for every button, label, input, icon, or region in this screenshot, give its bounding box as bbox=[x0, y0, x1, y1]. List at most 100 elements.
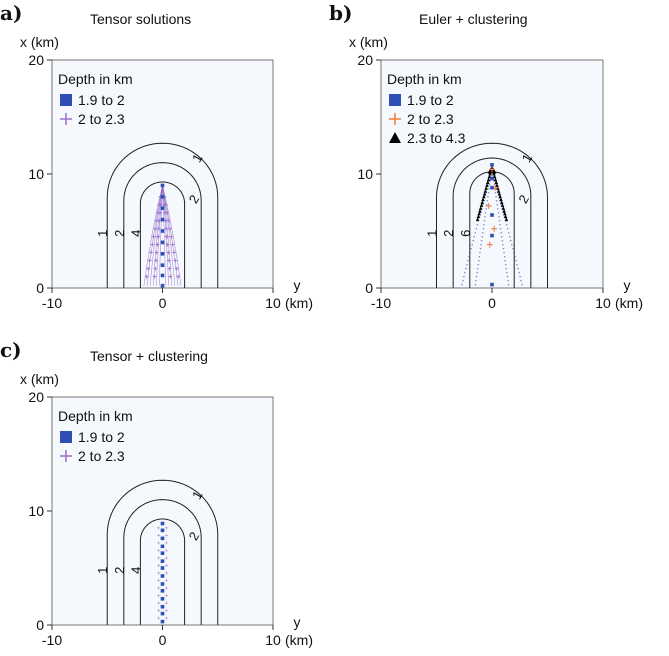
y-axis-label-bottom: (km) bbox=[615, 295, 643, 311]
cluster-dot bbox=[480, 239, 483, 242]
y-tick-label: 0 bbox=[36, 617, 44, 633]
black-triangle-marker bbox=[494, 180, 499, 185]
purple-plus-marker bbox=[156, 234, 161, 239]
contour-outer bbox=[436, 142, 548, 288]
blue-square-marker bbox=[160, 195, 165, 199]
black-triangle-marker bbox=[480, 200, 485, 204]
purple-plus-marker bbox=[164, 563, 168, 567]
black-triangle-marker bbox=[482, 194, 486, 199]
y-tick-label: 20 bbox=[28, 389, 44, 405]
purple-plus-marker bbox=[157, 563, 161, 567]
x-tick-label: -10 bbox=[42, 632, 62, 648]
blue-square-marker bbox=[160, 566, 165, 570]
purple-plus-marker bbox=[146, 266, 151, 271]
cluster-dot bbox=[506, 227, 509, 230]
cluster-dot bbox=[520, 279, 522, 282]
contour-label: 4 bbox=[128, 567, 143, 574]
legend-plus-icon bbox=[389, 113, 401, 125]
blue-square-marker bbox=[160, 596, 165, 601]
black-triangle-marker bbox=[503, 214, 508, 219]
black-triangle-marker bbox=[481, 197, 485, 202]
purple-plus-marker bbox=[156, 226, 161, 231]
blue-square-marker bbox=[160, 183, 165, 188]
cluster-dot bbox=[484, 215, 486, 218]
panel-letter: a) bbox=[0, 1, 22, 25]
cluster-dot bbox=[475, 227, 478, 230]
cluster-dot bbox=[472, 239, 475, 242]
black-triangle-marker bbox=[477, 211, 481, 216]
cluster-dot bbox=[493, 184, 496, 186]
legend-title: Depth in km bbox=[58, 71, 133, 87]
black-triangle-marker bbox=[482, 191, 487, 196]
panel-title: Tensor + clustering bbox=[90, 348, 208, 364]
cluster-dot bbox=[468, 255, 470, 258]
cluster-dot bbox=[508, 235, 511, 238]
blue-square-marker bbox=[160, 574, 165, 578]
cluster-dot bbox=[498, 215, 500, 218]
black-triangle-marker bbox=[479, 203, 484, 207]
x-tick-label: 10 bbox=[595, 295, 611, 311]
cluster-dot bbox=[499, 227, 502, 230]
cluster-dot bbox=[509, 239, 512, 242]
cluster-dot bbox=[496, 203, 499, 206]
cluster-dot bbox=[498, 219, 501, 222]
cluster-dot bbox=[500, 235, 503, 238]
purple-plus-marker bbox=[164, 616, 168, 620]
purple-plus-marker bbox=[157, 601, 161, 605]
contour-middle bbox=[452, 157, 532, 288]
black-triangle-marker bbox=[497, 191, 502, 196]
purple-plus-marker bbox=[176, 274, 181, 279]
cluster-dot bbox=[505, 223, 508, 226]
cluster-dot bbox=[506, 275, 509, 278]
contour-middle bbox=[123, 499, 202, 625]
y-tick-label: 0 bbox=[36, 280, 44, 296]
black-triangle-marker bbox=[499, 200, 504, 204]
cluster-dot bbox=[482, 227, 485, 230]
blue-square-marker bbox=[490, 282, 494, 287]
x-tick-label: -10 bbox=[371, 295, 391, 311]
cluster-dot bbox=[506, 271, 508, 274]
cluster-dot bbox=[462, 279, 464, 282]
purple-plus-marker bbox=[164, 533, 168, 537]
purple-plus-marker bbox=[154, 258, 159, 263]
cluster-dot bbox=[517, 267, 519, 270]
legend-label: 2 to 2.3 bbox=[407, 111, 454, 127]
y-axis-label-bottom: (km) bbox=[285, 295, 313, 311]
cluster-dot bbox=[483, 223, 485, 226]
cluster-dot bbox=[504, 259, 506, 262]
purple-plus-marker bbox=[165, 210, 170, 215]
cluster-dot bbox=[503, 255, 506, 258]
cluster-dot bbox=[518, 271, 520, 274]
purple-plus-marker bbox=[167, 266, 172, 271]
cluster-dot bbox=[476, 223, 479, 226]
black-triangle-marker bbox=[501, 206, 506, 210]
contour-label: 1 bbox=[95, 230, 110, 237]
y-tick-label: 10 bbox=[28, 166, 44, 182]
purple-plus-marker bbox=[164, 601, 168, 605]
blue-square-marker bbox=[490, 176, 494, 181]
purple-plus-marker bbox=[168, 274, 173, 279]
blue-square-marker bbox=[160, 283, 165, 288]
x-tick-label: 10 bbox=[265, 632, 281, 648]
cluster-dot bbox=[477, 263, 480, 266]
panel-letter: b) bbox=[329, 1, 352, 25]
blue-square-marker bbox=[490, 163, 494, 167]
blue-square-marker bbox=[160, 229, 165, 233]
cluster-dot bbox=[470, 247, 472, 250]
blue-square-marker bbox=[160, 217, 165, 222]
blue-square-marker bbox=[160, 528, 165, 533]
cluster-dot bbox=[461, 283, 463, 286]
panel-letter: c) bbox=[0, 338, 22, 362]
cluster-dot bbox=[471, 243, 473, 246]
contour-inner bbox=[139, 181, 186, 288]
legend-plus-icon bbox=[60, 450, 72, 462]
black-triangle-marker bbox=[496, 189, 501, 193]
cluster-dot bbox=[512, 247, 514, 250]
legend-title: Depth in km bbox=[387, 71, 462, 87]
purple-plus-marker bbox=[164, 234, 169, 239]
purple-plus-marker bbox=[164, 571, 168, 575]
contour-label: 4 bbox=[128, 230, 143, 237]
cluster-dot bbox=[476, 267, 479, 270]
black-triangle-marker bbox=[475, 217, 480, 222]
purple-plus-marker bbox=[157, 556, 161, 560]
